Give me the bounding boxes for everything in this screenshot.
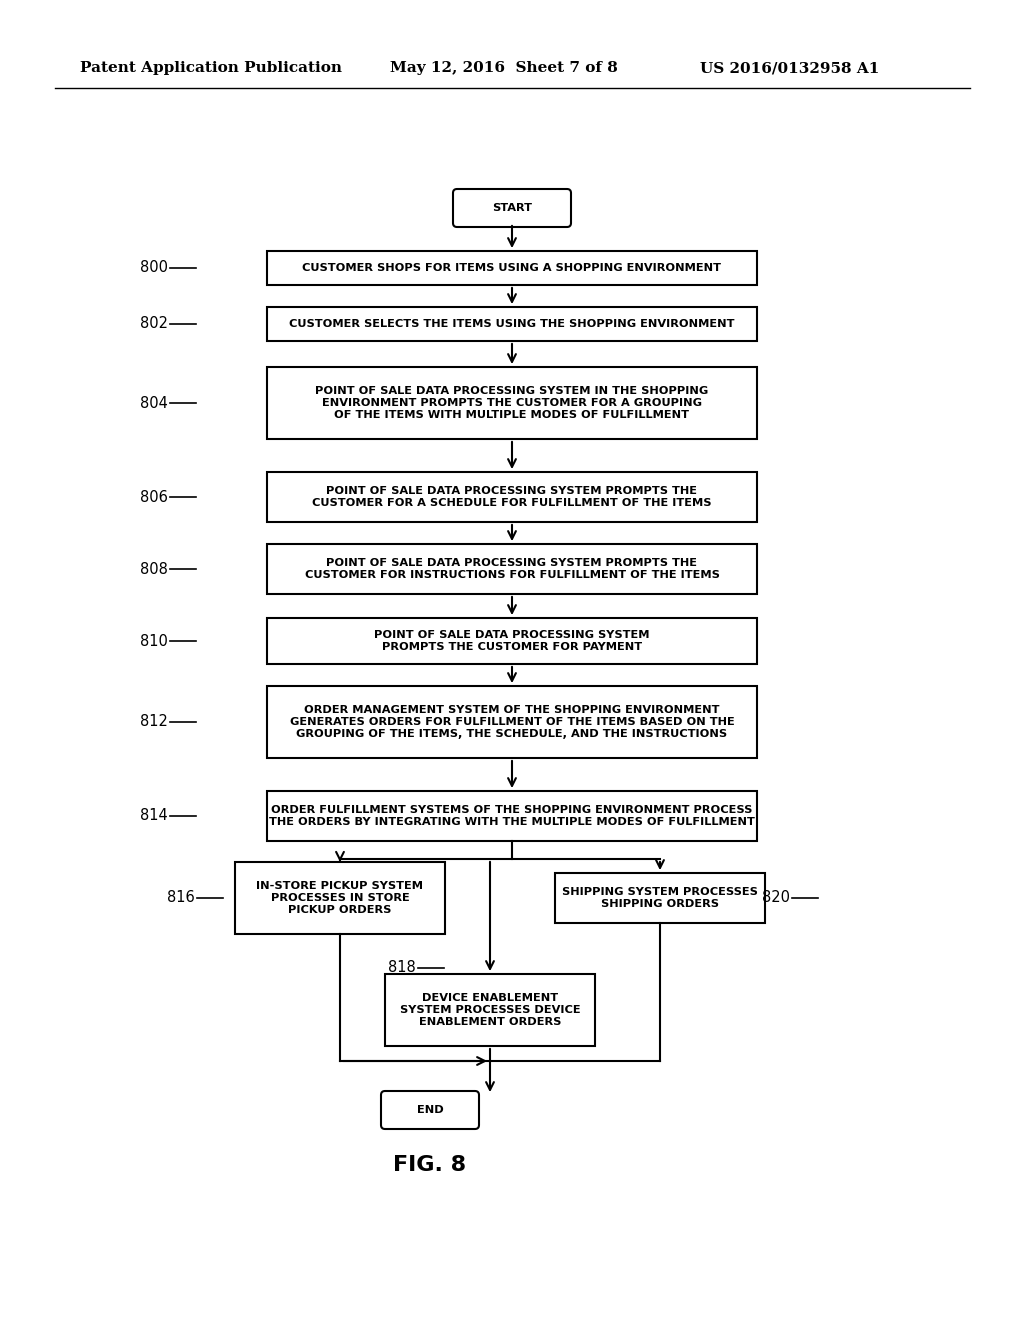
Text: CUSTOMER SELECTS THE ITEMS USING THE SHOPPING ENVIRONMENT: CUSTOMER SELECTS THE ITEMS USING THE SHO… <box>289 319 735 329</box>
Text: 818: 818 <box>388 961 416 975</box>
FancyBboxPatch shape <box>453 189 571 227</box>
Text: 816: 816 <box>167 891 195 906</box>
Text: US 2016/0132958 A1: US 2016/0132958 A1 <box>700 61 880 75</box>
Text: DEVICE ENABLEMENT
SYSTEM PROCESSES DEVICE
ENABLEMENT ORDERS: DEVICE ENABLEMENT SYSTEM PROCESSES DEVIC… <box>399 994 581 1027</box>
Text: Patent Application Publication: Patent Application Publication <box>80 61 342 75</box>
Text: FIG. 8: FIG. 8 <box>393 1155 467 1175</box>
Text: 812: 812 <box>140 714 168 730</box>
Bar <box>267 473 757 521</box>
Bar <box>267 251 757 285</box>
Text: 808: 808 <box>140 561 168 577</box>
Text: SHIPPING SYSTEM PROCESSES
SHIPPING ORDERS: SHIPPING SYSTEM PROCESSES SHIPPING ORDER… <box>562 887 758 908</box>
Text: 804: 804 <box>140 396 168 411</box>
Bar <box>234 862 445 935</box>
Bar <box>267 791 757 841</box>
Bar <box>385 974 595 1045</box>
Text: END: END <box>417 1105 443 1115</box>
Text: ORDER MANAGEMENT SYSTEM OF THE SHOPPING ENVIRONMENT
GENERATES ORDERS FOR FULFILL: ORDER MANAGEMENT SYSTEM OF THE SHOPPING … <box>290 705 734 739</box>
Text: 806: 806 <box>140 490 168 504</box>
Text: ORDER FULFILLMENT SYSTEMS OF THE SHOPPING ENVIRONMENT PROCESS
THE ORDERS BY INTE: ORDER FULFILLMENT SYSTEMS OF THE SHOPPIN… <box>269 805 755 826</box>
Text: POINT OF SALE DATA PROCESSING SYSTEM IN THE SHOPPING
ENVIRONMENT PROMPTS THE CUS: POINT OF SALE DATA PROCESSING SYSTEM IN … <box>315 387 709 420</box>
Bar <box>267 367 757 440</box>
Text: 802: 802 <box>140 317 168 331</box>
Bar <box>267 618 757 664</box>
Text: POINT OF SALE DATA PROCESSING SYSTEM PROMPTS THE
CUSTOMER FOR INSTRUCTIONS FOR F: POINT OF SALE DATA PROCESSING SYSTEM PRO… <box>304 558 720 579</box>
Text: May 12, 2016  Sheet 7 of 8: May 12, 2016 Sheet 7 of 8 <box>390 61 617 75</box>
Bar <box>555 873 765 923</box>
Text: 814: 814 <box>140 808 168 824</box>
Text: IN-STORE PICKUP SYSTEM
PROCESSES IN STORE
PICKUP ORDERS: IN-STORE PICKUP SYSTEM PROCESSES IN STOR… <box>256 882 424 915</box>
FancyBboxPatch shape <box>381 1092 479 1129</box>
Text: 800: 800 <box>140 260 168 276</box>
Bar <box>267 308 757 341</box>
Text: 820: 820 <box>762 891 790 906</box>
Bar <box>267 544 757 594</box>
Bar <box>267 686 757 758</box>
Text: POINT OF SALE DATA PROCESSING SYSTEM PROMPTS THE
CUSTOMER FOR A SCHEDULE FOR FUL: POINT OF SALE DATA PROCESSING SYSTEM PRO… <box>312 486 712 508</box>
Text: POINT OF SALE DATA PROCESSING SYSTEM
PROMPTS THE CUSTOMER FOR PAYMENT: POINT OF SALE DATA PROCESSING SYSTEM PRO… <box>374 630 650 652</box>
Text: CUSTOMER SHOPS FOR ITEMS USING A SHOPPING ENVIRONMENT: CUSTOMER SHOPS FOR ITEMS USING A SHOPPIN… <box>302 263 722 273</box>
Text: START: START <box>492 203 532 213</box>
Text: 810: 810 <box>140 634 168 648</box>
